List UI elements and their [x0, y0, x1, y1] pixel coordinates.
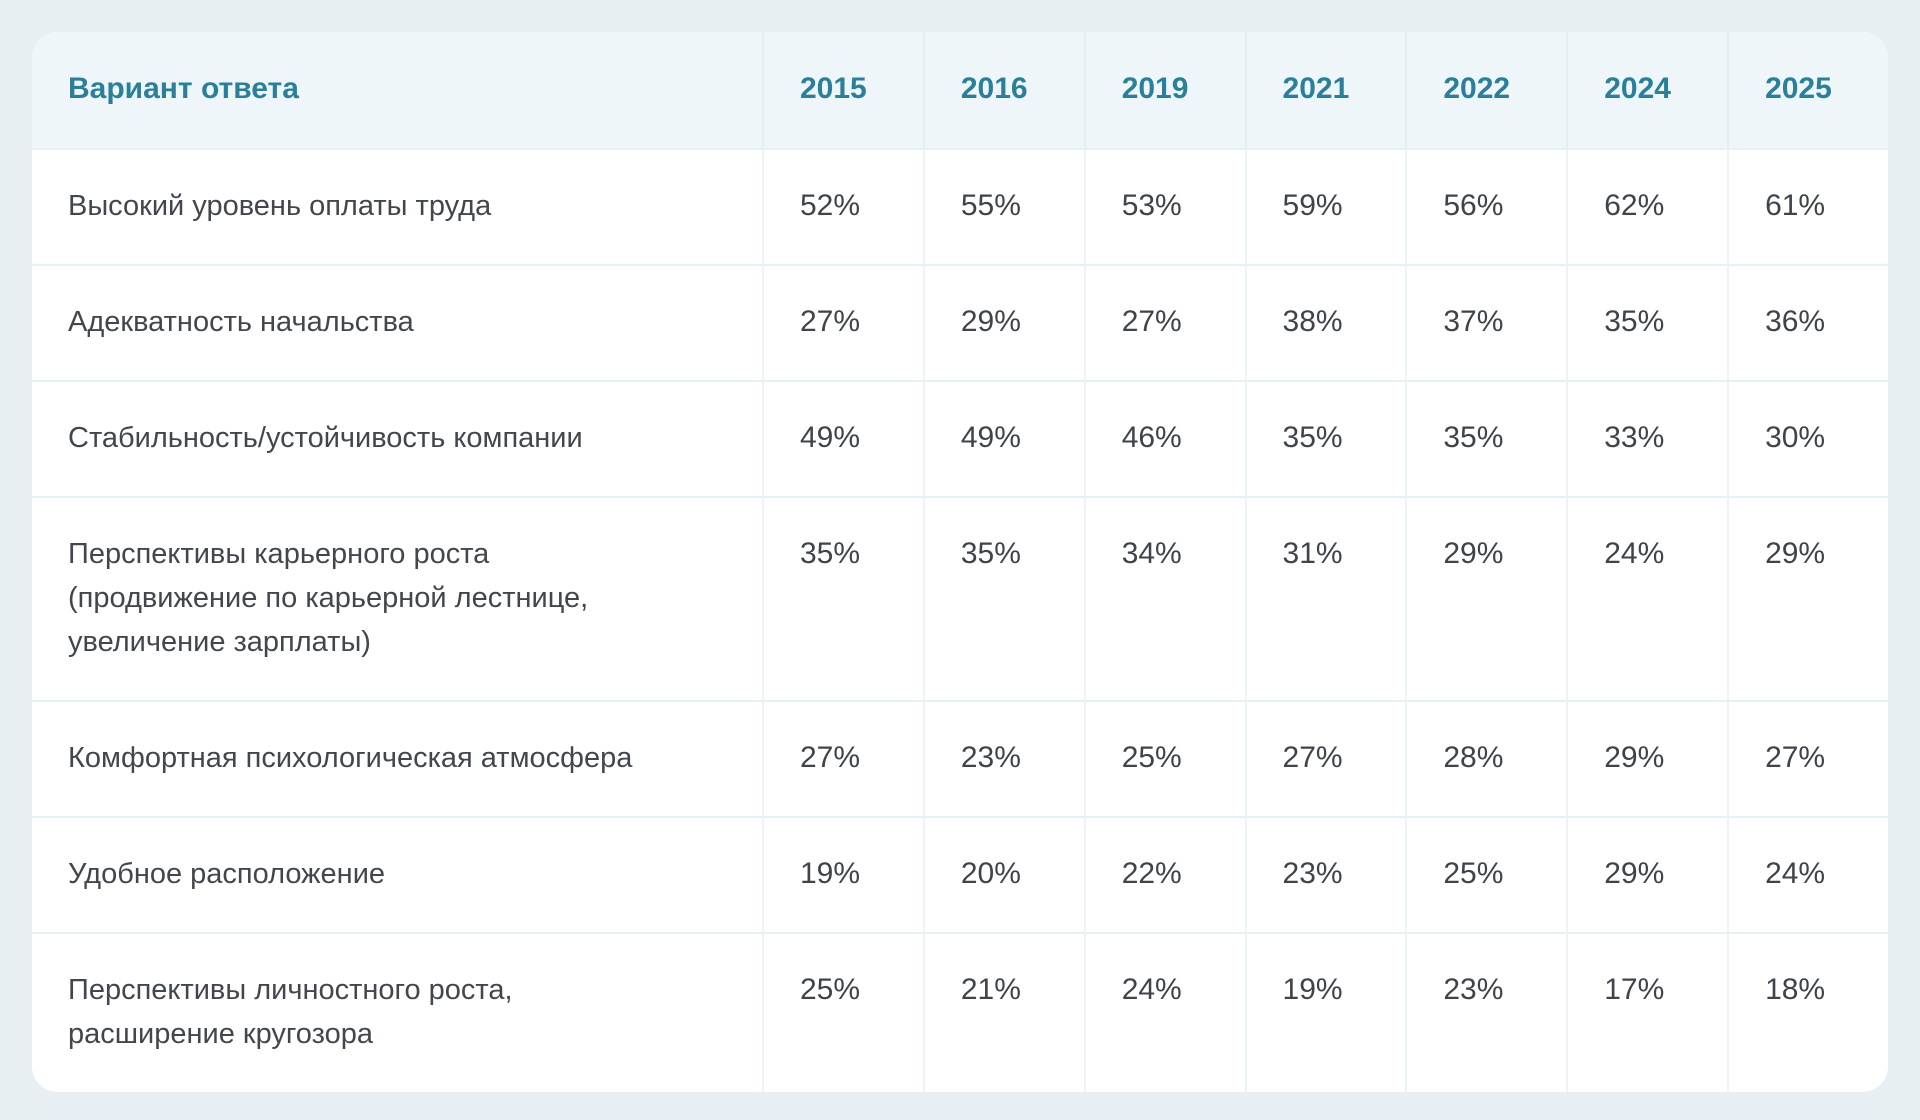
value-cell: 37% [1405, 264, 1567, 380]
value-cell: 22% [1083, 816, 1245, 932]
value-cell: 25% [1405, 816, 1567, 932]
column-header-year: 2025 [1727, 32, 1888, 148]
value-cell: 20% [922, 816, 1084, 932]
column-header-year: 2015 [762, 32, 923, 148]
column-header-year: 2016 [922, 32, 1084, 148]
column-header-year: 2022 [1405, 32, 1567, 148]
value-cell: 49% [922, 380, 1084, 496]
value-cell: 31% [1244, 496, 1406, 700]
value-cell: 27% [1727, 700, 1888, 816]
table-row: Комфортная психологическая атмосфера 27% 2… [32, 700, 1888, 816]
row-label: Адекватность начальства [32, 264, 762, 380]
value-cell: 23% [1405, 932, 1567, 1092]
column-header-answer-option: Вариант ответа [32, 32, 762, 148]
value-cell: 23% [1244, 816, 1406, 932]
survey-results-table: Вариант ответа 2015 2016 2019 2021 2022 2024 2… [32, 32, 1888, 1092]
row-label: Удобное расположение [32, 816, 762, 932]
table-row: Перспективы карьерного роста (продвижени… [32, 496, 1888, 700]
value-cell: 27% [762, 700, 923, 816]
value-cell: 34% [1083, 496, 1245, 700]
table-row: Высокий уровень оплаты труда 52% 55% 53% 59%… [32, 148, 1888, 264]
survey-table-card: Вариант ответа 2015 2016 2019 2021 2022 2024 2… [32, 32, 1888, 1092]
value-cell: 21% [922, 932, 1084, 1092]
column-header-year: 2019 [1083, 32, 1245, 148]
header-row: Вариант ответа 2015 2016 2019 2021 2022 2024 2… [32, 32, 1888, 148]
value-cell: 35% [762, 496, 923, 700]
value-cell: 62% [1566, 148, 1728, 264]
value-cell: 28% [1405, 700, 1567, 816]
column-header-year: 2021 [1244, 32, 1406, 148]
value-cell: 53% [1083, 148, 1245, 264]
value-cell: 23% [922, 700, 1084, 816]
table-row: Стабильность/устойчивость компании 49% 49%… [32, 380, 1888, 496]
value-cell: 49% [762, 380, 923, 496]
value-cell: 25% [1083, 700, 1245, 816]
table-row: Адекватность начальства 27% 29% 27% 38% 37% 35… [32, 264, 1888, 380]
value-cell: 52% [762, 148, 923, 264]
value-cell: 27% [1244, 700, 1406, 816]
value-cell: 30% [1727, 380, 1888, 496]
value-cell: 29% [1566, 700, 1728, 816]
value-cell: 33% [1566, 380, 1728, 496]
table-row: Удобное расположение 19% 20% 22% 23% 25% 29% 24… [32, 816, 1888, 932]
row-label: Перспективы карьерного роста (продвижени… [32, 496, 762, 700]
value-cell: 29% [1727, 496, 1888, 700]
row-label: Стабильность/устойчивость компании [32, 380, 762, 496]
value-cell: 56% [1405, 148, 1567, 264]
value-cell: 35% [922, 496, 1084, 700]
row-label: Перспективы личностного роста, расширени… [32, 932, 762, 1092]
value-cell: 61% [1727, 148, 1888, 264]
value-cell: 19% [1244, 932, 1406, 1092]
value-cell: 59% [1244, 148, 1406, 264]
value-cell: 35% [1405, 380, 1567, 496]
value-cell: 17% [1566, 932, 1728, 1092]
row-label: Комфортная психологическая атмосфера [32, 700, 762, 816]
value-cell: 24% [1727, 816, 1888, 932]
table-header: Вариант ответа 2015 2016 2019 2021 2022 2024 2… [32, 32, 1888, 148]
value-cell: 29% [922, 264, 1084, 380]
value-cell: 29% [1405, 496, 1567, 700]
value-cell: 36% [1727, 264, 1888, 380]
value-cell: 27% [1083, 264, 1245, 380]
value-cell: 35% [1566, 264, 1728, 380]
value-cell: 55% [922, 148, 1084, 264]
value-cell: 18% [1727, 932, 1888, 1092]
table-body: Высокий уровень оплаты труда 52% 55% 53% 59%… [32, 148, 1888, 1092]
value-cell: 38% [1244, 264, 1406, 380]
value-cell: 24% [1083, 932, 1245, 1092]
value-cell: 35% [1244, 380, 1406, 496]
value-cell: 46% [1083, 380, 1245, 496]
value-cell: 25% [762, 932, 923, 1092]
value-cell: 24% [1566, 496, 1728, 700]
value-cell: 27% [762, 264, 923, 380]
column-header-year: 2024 [1566, 32, 1728, 148]
value-cell: 29% [1566, 816, 1728, 932]
table-row: Перспективы личностного роста, расширени… [32, 932, 1888, 1092]
value-cell: 19% [762, 816, 923, 932]
row-label: Высокий уровень оплаты труда [32, 148, 762, 264]
